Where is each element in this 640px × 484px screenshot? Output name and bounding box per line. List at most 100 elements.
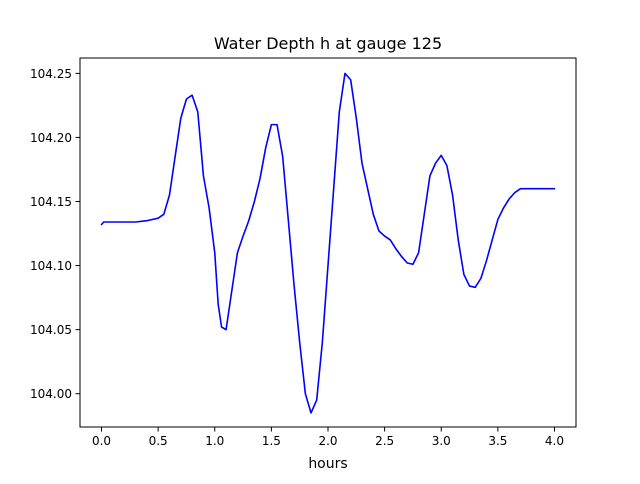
data-point (265, 147, 267, 149)
data-point (457, 239, 459, 241)
data-point (112, 221, 114, 223)
data-point (373, 214, 375, 216)
data-point (103, 221, 105, 223)
data-point (486, 260, 488, 262)
data-point (446, 165, 448, 167)
data-point (418, 252, 420, 254)
data-point (135, 221, 137, 223)
data-point (344, 73, 346, 75)
data-point (378, 230, 380, 232)
y-tick-label: 104.25 (30, 67, 72, 81)
data-point (310, 412, 312, 414)
data-point (208, 207, 210, 209)
data-point (327, 265, 329, 267)
data-point (480, 278, 482, 280)
data-point (401, 256, 403, 258)
x-tick-label: 3.5 (488, 434, 507, 448)
data-point (322, 342, 324, 344)
data-point (350, 79, 352, 81)
data-point (305, 393, 307, 395)
data-point (299, 342, 301, 344)
data-point (389, 239, 391, 241)
data-point (412, 263, 414, 265)
data-point (186, 98, 188, 100)
data-point (356, 117, 358, 119)
data-point (123, 221, 125, 223)
data-point (163, 214, 165, 216)
data-point (225, 329, 227, 331)
data-point (271, 124, 273, 126)
series-line-0 (100, 72, 556, 414)
data-point (254, 201, 256, 203)
chart-title: Water Depth h at gauge 125 (214, 34, 442, 53)
y-tick-label: 104.10 (30, 259, 72, 273)
data-point (282, 156, 284, 158)
data-point (508, 198, 510, 200)
data-point (435, 162, 437, 164)
data-point (469, 285, 471, 287)
data-point (339, 111, 341, 113)
x-tick-label: 1.0 (205, 434, 224, 448)
data-point (101, 224, 103, 226)
data-point (293, 284, 295, 286)
data-point (157, 217, 159, 219)
x-tick-label: 3.0 (432, 434, 451, 448)
y-tick-label: 104.05 (30, 323, 72, 337)
data-point (333, 188, 335, 190)
y-tick-label: 104.00 (30, 387, 72, 401)
data-point (191, 94, 193, 96)
data-point (248, 220, 250, 222)
data-point (406, 262, 408, 264)
data-point (276, 124, 278, 126)
data-point (423, 214, 425, 216)
data-point (452, 194, 454, 196)
x-tick-label: 2.0 (318, 434, 337, 448)
x-axis-label: hours (308, 456, 347, 472)
data-point (146, 220, 148, 222)
plot-area: 0.0 0.5 1.0 1.5 2.0 2.5 3.0 3.5 4.0 104.00 104.05 1… (30, 57, 577, 448)
data-point (474, 287, 476, 289)
x-tick-label: 2.5 (375, 434, 394, 448)
data-point (384, 235, 386, 237)
data-point (542, 188, 544, 190)
data-point (237, 252, 239, 254)
data-point (367, 188, 369, 190)
data-point (288, 220, 290, 222)
data-point (203, 175, 205, 177)
data-point (503, 207, 505, 209)
data-point (180, 117, 182, 119)
data-point (531, 188, 533, 190)
data-point (316, 399, 318, 401)
data-point (242, 235, 244, 237)
y-tick-label: 104.15 (30, 195, 72, 209)
data-point (514, 192, 516, 194)
data-point (174, 156, 176, 158)
x-tick-label: 1.5 (262, 434, 281, 448)
data-point (554, 188, 556, 190)
data-point (429, 175, 431, 177)
data-point (169, 194, 171, 196)
y-tick-label: 104.20 (30, 131, 72, 145)
data-point (395, 248, 397, 250)
data-point (231, 290, 233, 292)
data-point (221, 326, 223, 328)
data-point (525, 188, 527, 190)
data-point (537, 188, 539, 190)
data-point (548, 188, 550, 190)
data-point (497, 219, 499, 221)
data-point (361, 162, 363, 164)
data-point (491, 239, 493, 241)
data-point (217, 303, 219, 305)
data-point (463, 274, 465, 276)
x-tick-label: 0.5 (149, 434, 168, 448)
data-point (259, 178, 261, 180)
x-tick-label: 4.0 (545, 434, 564, 448)
data-point (214, 252, 216, 254)
data-point (197, 111, 199, 113)
x-tick-label: 0.0 (92, 434, 111, 448)
data-point (440, 155, 442, 157)
data-point (520, 188, 522, 190)
